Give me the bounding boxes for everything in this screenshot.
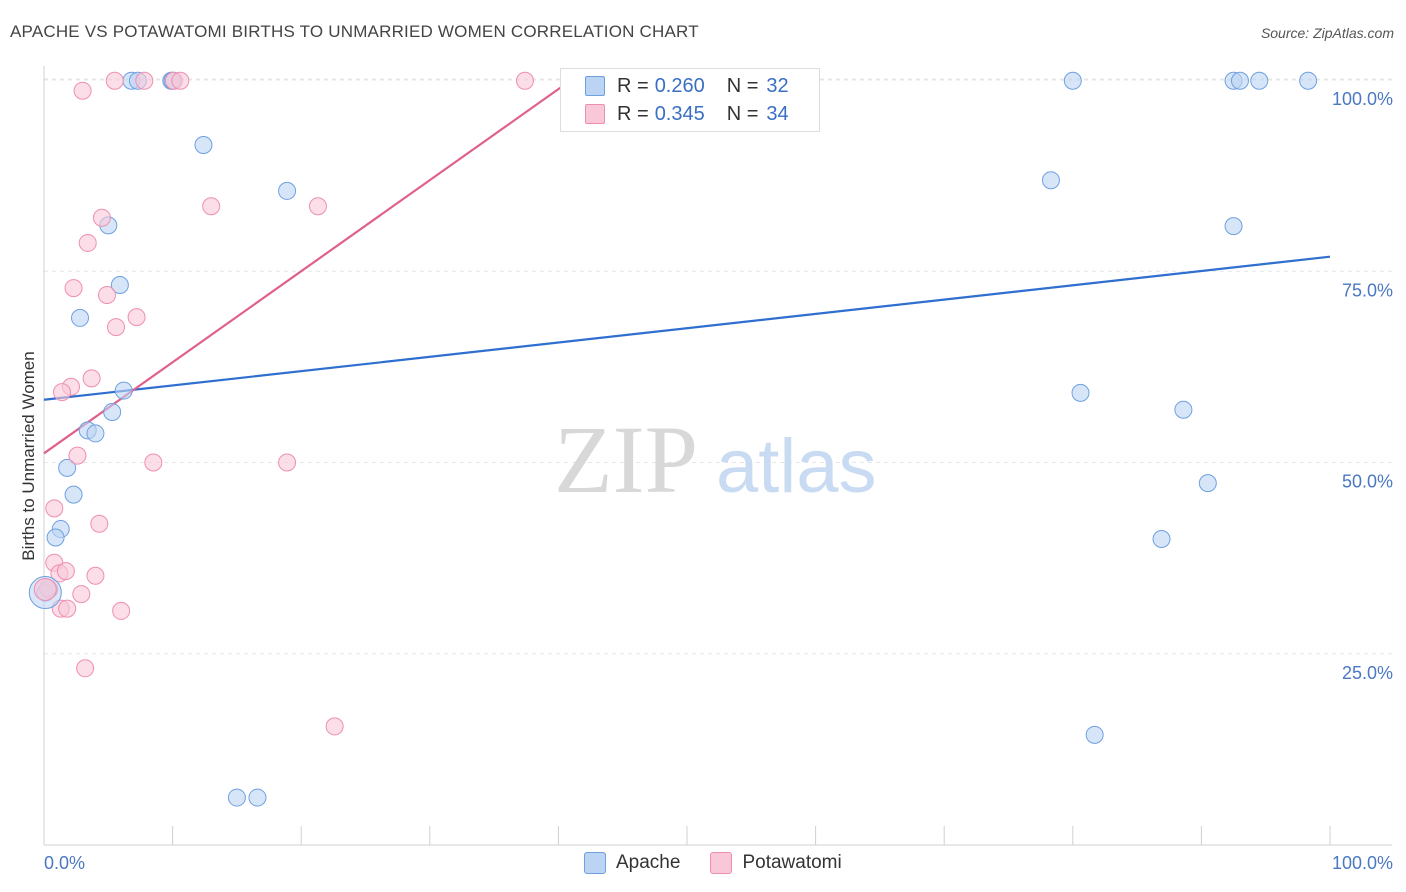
apache-point-23 bbox=[1250, 71, 1269, 90]
potawatomi-point-32 bbox=[76, 659, 95, 678]
y-tick-label-100: 100.0% bbox=[1332, 89, 1393, 109]
apache-point-14 bbox=[64, 485, 83, 504]
apache-point-24 bbox=[1299, 71, 1318, 90]
apache-point-25 bbox=[1041, 171, 1060, 190]
apache-r-value: 0.260 bbox=[654, 74, 705, 97]
stats-legend: R = 0.260 N = 32 R = 0.345 N = 34 bbox=[560, 68, 820, 132]
x-tick-label-0: 0.0% bbox=[44, 853, 85, 873]
potawatomi-point-17 bbox=[68, 446, 87, 465]
chart-title: APACHE VS POTAWATOMI BIRTHS TO UNMARRIED… bbox=[10, 22, 699, 41]
axes bbox=[43, 66, 1392, 846]
series-legend: Apache Potawatomi bbox=[584, 852, 872, 874]
potawatomi-point-13 bbox=[107, 318, 126, 337]
potawatomi-point-5 bbox=[515, 71, 534, 90]
apache-point-30 bbox=[1152, 530, 1171, 548]
apache-point-9 bbox=[114, 381, 133, 400]
apache-point-19 bbox=[248, 788, 267, 807]
apache-point-8 bbox=[71, 308, 90, 327]
apache-point-4 bbox=[194, 136, 213, 155]
potawatomi-point-27 bbox=[72, 585, 91, 604]
trend-lines bbox=[43, 79, 1331, 455]
x-tick-label-100: 100.0% bbox=[1332, 853, 1393, 873]
potawatomi-n-value: 34 bbox=[766, 102, 789, 125]
potawatomi-legend-label: Potawatomi bbox=[742, 852, 842, 873]
apache-point-29 bbox=[1198, 474, 1217, 493]
apache-point-13 bbox=[58, 458, 77, 477]
potawatomi-point-8 bbox=[92, 208, 111, 227]
apache-legend-label: Apache bbox=[616, 852, 681, 873]
apache-point-28 bbox=[1174, 400, 1193, 419]
potawatomi-point-29 bbox=[58, 599, 77, 618]
apache-legend-swatch bbox=[584, 852, 606, 874]
source-credit: Source: ZipAtlas.com bbox=[1260, 25, 1394, 41]
potawatomi-point-16 bbox=[53, 383, 72, 402]
potawatomi-point-0 bbox=[73, 81, 92, 100]
gridlines bbox=[44, 78, 1392, 655]
potawatomi-point-2 bbox=[135, 71, 154, 90]
tick-labels: 25.0% 50.0% 75.0% 100.0% 0.0% 100.0% bbox=[44, 89, 1393, 873]
potawatomi-point-24 bbox=[56, 562, 75, 581]
apache-point-16 bbox=[46, 528, 65, 547]
potawatomi-point-4 bbox=[171, 71, 190, 90]
apache-point-5 bbox=[278, 181, 297, 200]
apache-point-18 bbox=[227, 788, 246, 807]
potawatomi-point-30 bbox=[112, 601, 131, 620]
apache-point-20 bbox=[1063, 71, 1082, 90]
watermark-atlas: atlas bbox=[716, 424, 877, 509]
y-tick-label-25: 25.0% bbox=[1342, 663, 1393, 683]
potawatomi-point-18 bbox=[144, 453, 163, 472]
potawatomi-r-value: 0.345 bbox=[654, 102, 705, 125]
potawatomi-point-7 bbox=[308, 197, 327, 216]
potawatomi-point-1 bbox=[105, 71, 124, 90]
potawatomi-point-11 bbox=[98, 285, 117, 304]
potawatomi-point-25 bbox=[86, 566, 105, 585]
potawatomi-swatch bbox=[585, 104, 605, 124]
apache-point-27 bbox=[1071, 383, 1090, 402]
legend-n-label: N = bbox=[726, 102, 759, 125]
watermark-zip: ZIP bbox=[554, 406, 698, 513]
apache-n-value: 32 bbox=[766, 74, 789, 97]
legend-r-label: R = bbox=[617, 102, 649, 125]
apache-point-7 bbox=[110, 276, 129, 295]
legend-item-apache[interactable]: Apache bbox=[584, 852, 680, 874]
potawatomi-point-6 bbox=[202, 197, 221, 216]
apache-point-26 bbox=[1224, 217, 1243, 236]
legend-r-label: R = bbox=[617, 74, 649, 97]
potawatomi-cluster-point bbox=[33, 577, 57, 601]
y-tick-label-50: 50.0% bbox=[1342, 472, 1393, 492]
apache-point-10 bbox=[103, 403, 122, 422]
legend-item-potawatomi[interactable]: Potawatomi bbox=[710, 852, 842, 874]
y-tick-label-75: 75.0% bbox=[1342, 280, 1393, 300]
potawatomi-point-20 bbox=[45, 499, 64, 518]
potawatomi-point-21 bbox=[90, 514, 109, 533]
y-axis-label: Births to Unmarried Women bbox=[19, 351, 38, 560]
apache-point-22 bbox=[1230, 71, 1249, 90]
legend-row-apache: R = 0.260 N = 32 bbox=[585, 73, 789, 99]
potawatomi-point-33 bbox=[325, 717, 344, 736]
potawatomi-point-19 bbox=[278, 453, 297, 472]
potawatomi-point-10 bbox=[64, 279, 83, 298]
apache-point-31 bbox=[1085, 725, 1104, 744]
apache-point-12 bbox=[86, 424, 105, 443]
potawatomi-legend-swatch bbox=[710, 852, 733, 874]
potawatomi-point-9 bbox=[78, 233, 97, 252]
apache-swatch bbox=[585, 76, 605, 96]
watermark: ZIP atlas bbox=[554, 406, 877, 513]
apache-trend-line bbox=[43, 255, 1331, 401]
legend-n-label: N = bbox=[726, 74, 759, 97]
legend-row-potawatomi: R = 0.345 N = 34 bbox=[585, 101, 789, 127]
potawatomi-point-14 bbox=[82, 369, 101, 388]
potawatomi-point-12 bbox=[127, 308, 146, 327]
data-points bbox=[28, 71, 1318, 807]
